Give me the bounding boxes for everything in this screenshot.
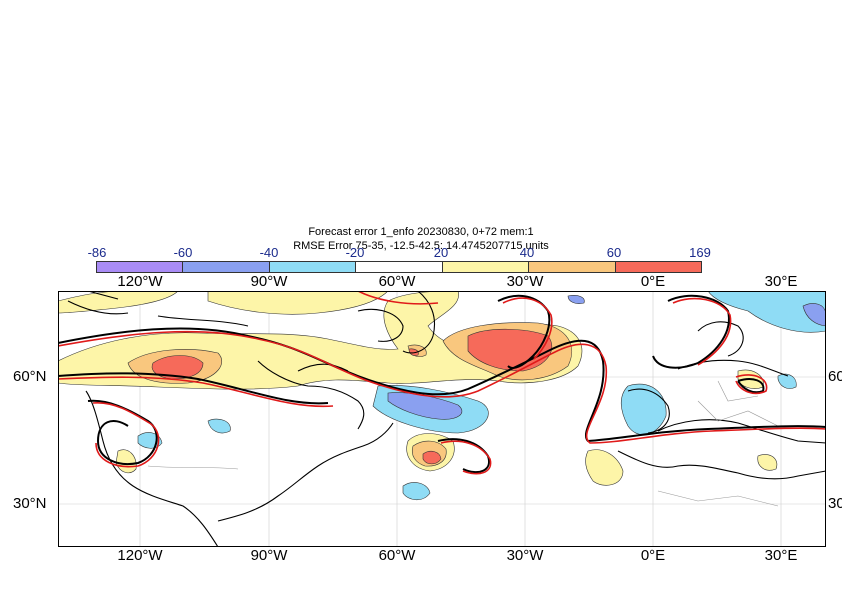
colorbar-segment-1 [183, 262, 270, 272]
lon-label-bottom-30e: 30°E [764, 547, 798, 564]
lon-label-bottom-90w: 90°W [250, 547, 288, 564]
lon-label-bottom-0e: 0°E [640, 547, 666, 564]
colorbar-tick-5: 40 [519, 245, 535, 260]
colorbar-tick-1: -60 [173, 245, 193, 260]
lon-label-top-0e: 0°E [640, 273, 666, 290]
lon-label-top-90w: 90°W [250, 273, 288, 290]
colorbar-segment-5 [529, 262, 616, 272]
colorbar-tick-4: 20 [433, 245, 449, 260]
chart-title: Forecast error 1_enfo 20230830, 0+72 mem… [308, 226, 534, 238]
colorbar-segment-6 [615, 262, 701, 272]
colorbar-segment-4 [442, 262, 530, 272]
colorbar-tick-0: -86 [87, 245, 107, 260]
lon-label-top-60w: 60°W [378, 273, 416, 290]
colorbar-segment-0 [97, 262, 184, 272]
lon-label-bottom-120w: 120°W [117, 547, 163, 564]
lon-label-top-30w: 30°W [506, 273, 544, 290]
lat-label-right-30n: 30°N [828, 495, 842, 512]
colorbar-tick-3: -20 [345, 245, 365, 260]
colorbar-segment-3 [356, 262, 443, 272]
lon-label-top-30e: 30°E [764, 273, 798, 290]
chart-subtitle: RMSE Error 75-35, -12.5-42.5: 14.4745207… [293, 240, 549, 252]
map-frame [58, 291, 826, 547]
lat-label-left-60n: 60°N [13, 368, 47, 385]
lon-label-bottom-60w: 60°W [378, 547, 416, 564]
colorbar-segment-2 [269, 262, 357, 272]
colorbar [96, 261, 702, 273]
coastlines [67, 291, 826, 547]
error-shading-negative-40 [137, 291, 826, 501]
lat-label-left-30n: 30°N [13, 495, 47, 512]
colorbar-tick-2: -40 [259, 245, 279, 260]
lat-label-right-60n: 60°N [828, 368, 842, 385]
contour-red [58, 291, 826, 475]
lon-label-bottom-30w: 30°W [506, 547, 544, 564]
lon-label-top-120w: 120°W [117, 273, 163, 290]
country-borders [147, 380, 779, 507]
colorbar-tick-6: 60 [606, 245, 622, 260]
colorbar-tick-7: 169 [689, 245, 711, 260]
forecast-error-map [58, 291, 826, 547]
